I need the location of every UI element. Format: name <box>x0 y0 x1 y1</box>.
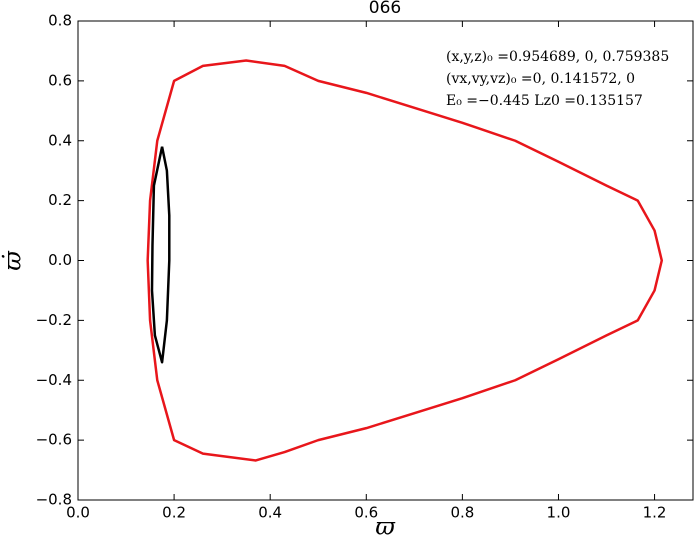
y-tick-label: −0.2 <box>36 311 72 329</box>
orbit-curve <box>146 59 664 462</box>
annotation: E₀ =−0.445 Lz0 =0.135157 <box>446 93 643 109</box>
x-axis-label: ϖ <box>375 513 396 539</box>
chart-title: 066 <box>369 0 401 18</box>
y-axis-label: ϖ̇ <box>0 250 27 271</box>
x-tick-label: 0.4 <box>258 504 282 522</box>
y-tick-label: 0.4 <box>48 131 72 149</box>
annotation: (vx,vy,vz)₀ =0, 0.141572, 0 <box>446 71 635 87</box>
y-tick-label: 0.8 <box>48 12 72 30</box>
orbit-curve <box>150 146 171 364</box>
y-tick-label: −0.8 <box>36 491 72 509</box>
y-tick-label: 0.0 <box>48 251 72 269</box>
x-tick-label: 0.0 <box>66 504 90 522</box>
y-tick-label: 0.2 <box>48 191 72 209</box>
y-tick-label: −0.6 <box>36 431 72 449</box>
annotation: (x,y,z)₀ =0.954689, 0, 0.759385 <box>446 49 669 65</box>
x-tick-label: 0.8 <box>450 504 474 522</box>
x-tick-label: 1.2 <box>643 504 667 522</box>
x-tick-label: 0.2 <box>162 504 186 522</box>
y-tick-label: 0.6 <box>48 71 72 89</box>
x-tick-label: 0.6 <box>354 504 378 522</box>
x-tick-label: 1.0 <box>547 504 571 522</box>
y-tick-label: −0.4 <box>36 371 72 389</box>
